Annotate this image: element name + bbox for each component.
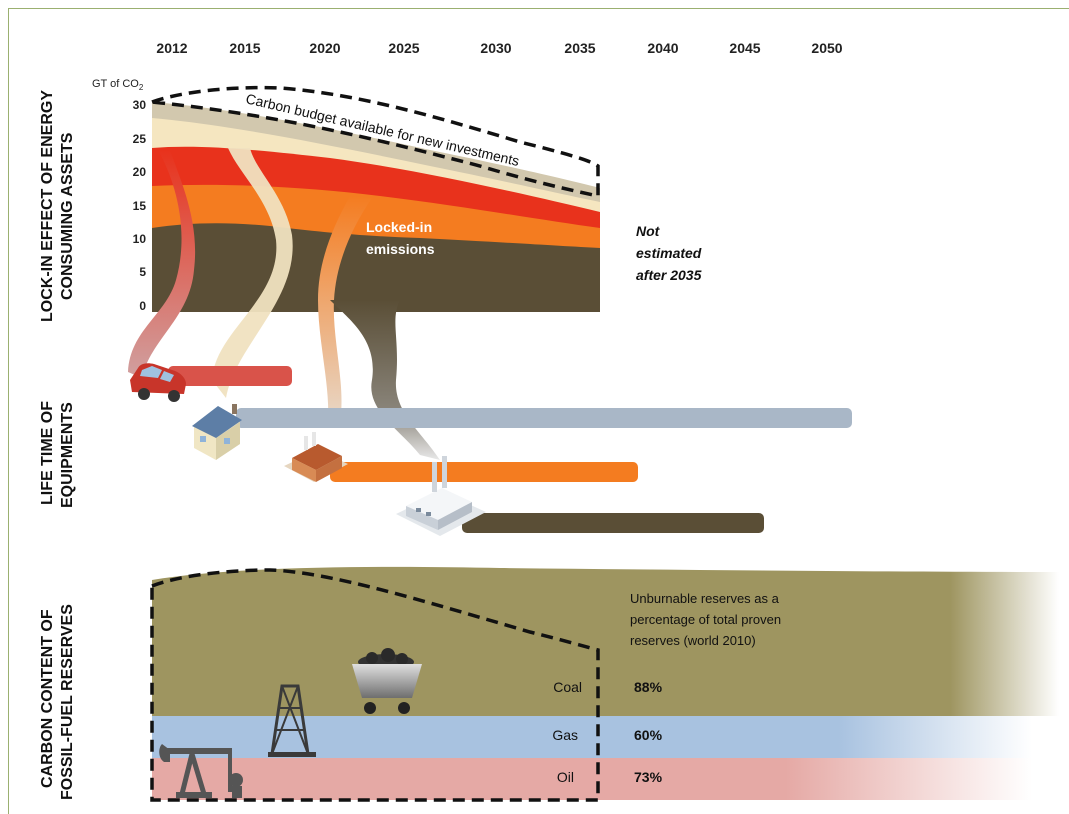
gas-derrick-icon <box>268 684 316 757</box>
year-label: 2045 <box>729 40 760 56</box>
y-axis: GT of CO2 30 25 20 15 10 5 0 <box>92 78 146 313</box>
car-lifetime-bar <box>168 366 292 386</box>
reserves-section: Unburnable reserves as a percentage of t… <box>150 566 1059 802</box>
gas-reserve-band <box>152 716 1032 758</box>
y-tick-label: 5 <box>139 265 146 279</box>
y-tick-label: 30 <box>133 98 147 112</box>
year-label: 2030 <box>480 40 511 56</box>
power-plant-icon <box>396 456 486 536</box>
locked-in-label: Locked-in <box>366 219 432 235</box>
reserve-name-oil: Oil <box>557 769 574 785</box>
locked-in-label: emissions <box>366 241 435 257</box>
side-label-line: FOSSIL-FUEL RESERVES <box>59 604 76 800</box>
reserves-caption: Unburnable reserves as a <box>630 591 780 606</box>
oil-reserve-band <box>152 758 1032 800</box>
buildings-smoke-stream <box>212 148 293 398</box>
year-label: 2012 <box>156 40 187 56</box>
year-label: 2020 <box>309 40 340 56</box>
oil-pumpjack-icon <box>159 744 243 798</box>
car-icon <box>130 363 186 402</box>
y-tick-label: 15 <box>133 199 147 213</box>
reserve-pct-gas: 60% <box>634 727 663 743</box>
year-label: 2035 <box>564 40 595 56</box>
reserves-caption: reserves (world 2010) <box>630 633 756 648</box>
year-axis: 2012 2015 2020 2025 2030 2035 2040 2045 … <box>156 40 842 56</box>
reserve-name-coal: Coal <box>553 679 582 695</box>
coal-reserve-band <box>152 566 1059 716</box>
year-label: 2015 <box>229 40 260 56</box>
power-smoke-stream <box>330 300 440 460</box>
y-tick-label: 0 <box>139 299 146 313</box>
side-label-lockin: LOCK-IN EFFECT OF ENERGY CONSUMING ASSET… <box>39 90 76 322</box>
lock-in-area-chart: Carbon budget available for new investme… <box>128 85 702 460</box>
lifetime-bars <box>168 366 852 533</box>
y-tick-label: 10 <box>133 232 147 246</box>
year-label: 2050 <box>811 40 842 56</box>
side-label-line: LOCK-IN EFFECT OF ENERGY <box>39 90 56 322</box>
y-axis-unit: GT of CO2 <box>92 78 144 92</box>
side-label-line: CARBON CONTENT OF <box>39 609 56 788</box>
reserves-budget-outline <box>150 568 600 802</box>
industry-lifetime-bar <box>330 462 638 482</box>
year-label: 2040 <box>647 40 678 56</box>
not-estimated-note: Not <box>636 223 661 239</box>
reserves-caption: percentage of total proven <box>630 612 781 627</box>
reserve-name-gas: Gas <box>552 727 578 743</box>
reserve-pct-oil: 73% <box>634 769 663 785</box>
side-label-line: CONSUMING ASSETS <box>59 132 76 300</box>
not-estimated-note: after 2035 <box>636 267 702 283</box>
frame-top-border <box>8 8 1069 9</box>
not-estimated-note: estimated <box>636 245 702 261</box>
frame-left-border <box>8 8 9 814</box>
y-tick-label: 20 <box>133 165 147 179</box>
factory-icon <box>284 432 348 482</box>
house-icon <box>192 404 242 460</box>
side-label-line: LIFE TIME OF <box>39 401 56 505</box>
y-tick-label: 25 <box>133 132 147 146</box>
reserve-pct-coal: 88% <box>634 679 663 695</box>
buildings-lifetime-bar <box>236 408 852 428</box>
carbon-budget-outline <box>151 85 600 199</box>
industry-smoke-stream <box>318 196 372 422</box>
side-label-lifetime: LIFE TIME OF EQUIPMENTS <box>39 401 76 508</box>
power-lifetime-bar <box>462 513 764 533</box>
coal-cart-icon <box>352 648 422 714</box>
side-label-carbon: CARBON CONTENT OF FOSSIL-FUEL RESERVES <box>39 604 76 800</box>
side-label-line: EQUIPMENTS <box>59 402 76 508</box>
year-label: 2025 <box>388 40 419 56</box>
car-smoke-stream <box>128 150 196 378</box>
